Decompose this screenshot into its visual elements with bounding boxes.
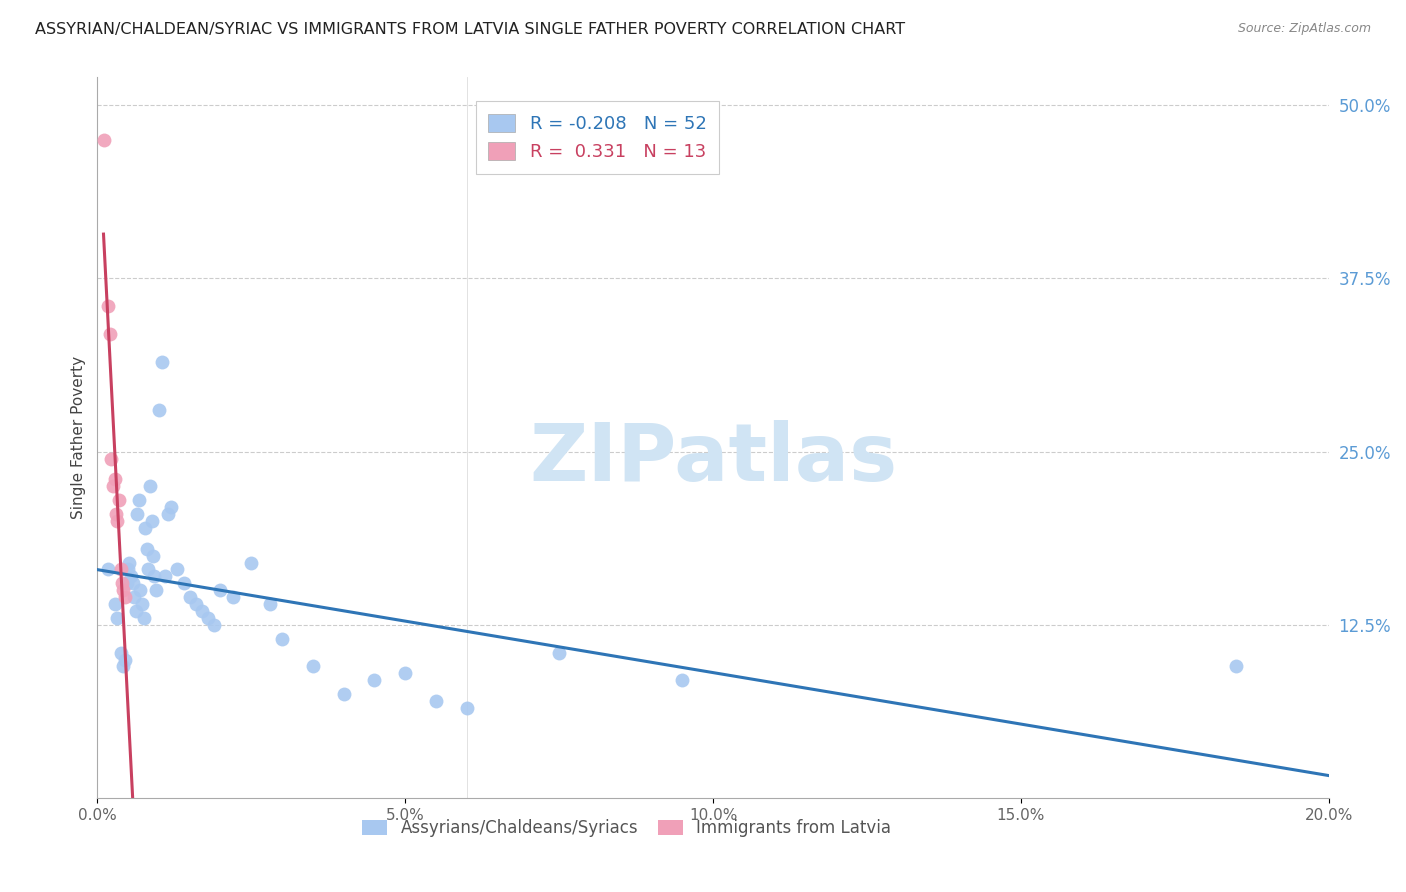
Point [93,133,115,147]
Point [145,583,167,598]
Text: Source: ZipAtlas.com: Source: ZipAtlas.com [1237,22,1371,36]
Point [1225,659,1247,673]
Text: ASSYRIAN/CHALDEAN/SYRIAC VS IMMIGRANTS FROM LATVIA SINGLE FATHER POVERTY CORRELA: ASSYRIAN/CHALDEAN/SYRIAC VS IMMIGRANTS F… [35,22,905,37]
Point [197,611,219,625]
Point [548,646,571,660]
Point [110,646,132,660]
Point [143,569,166,583]
Point [120,569,142,583]
Point [157,507,180,521]
Point [191,604,214,618]
Point [271,632,294,646]
Point [111,576,134,591]
Point [105,611,128,625]
Point [112,583,135,598]
Point [179,590,201,604]
Point [105,514,128,528]
Y-axis label: Single Father Poverty: Single Father Poverty [72,356,86,519]
Point [141,514,163,528]
Point [332,687,354,701]
Point [425,694,447,708]
Point [101,479,124,493]
Point [142,549,165,563]
Point [134,521,156,535]
Point [112,659,135,673]
Point [118,556,141,570]
Point [128,493,150,508]
Point [671,673,693,688]
Point [136,562,159,576]
Point [97,562,120,576]
Point [363,673,385,688]
Point [202,618,225,632]
Point [301,659,323,673]
Point [166,562,188,576]
Point [104,507,127,521]
Point [98,326,121,341]
Point [209,583,232,598]
Legend: Assyrians/Chaldeans/Syriacs, Immigrants from Latvia: Assyrians/Chaldeans/Syriacs, Immigrants … [356,813,898,844]
Point [135,541,157,556]
Point [122,576,145,591]
Point [114,652,136,666]
Point [148,403,170,417]
Point [138,479,160,493]
Point [150,354,173,368]
Point [100,451,122,466]
Point [160,500,183,514]
Point [173,576,195,591]
Point [108,493,131,508]
Point [124,604,146,618]
Point [117,562,139,576]
Point [104,472,127,486]
Point [110,562,132,576]
Point [131,597,153,611]
Point [97,299,120,313]
Point [114,590,136,604]
Point [124,590,146,604]
Text: ZIPatlas: ZIPatlas [529,420,897,499]
Point [127,507,149,521]
Point [259,597,281,611]
Point [132,611,155,625]
Point [222,590,245,604]
Point [153,569,176,583]
Point [240,556,263,570]
Point [184,597,207,611]
Point [115,576,138,591]
Point [104,597,127,611]
Point [394,666,416,681]
Point [129,583,152,598]
Point [456,701,478,715]
